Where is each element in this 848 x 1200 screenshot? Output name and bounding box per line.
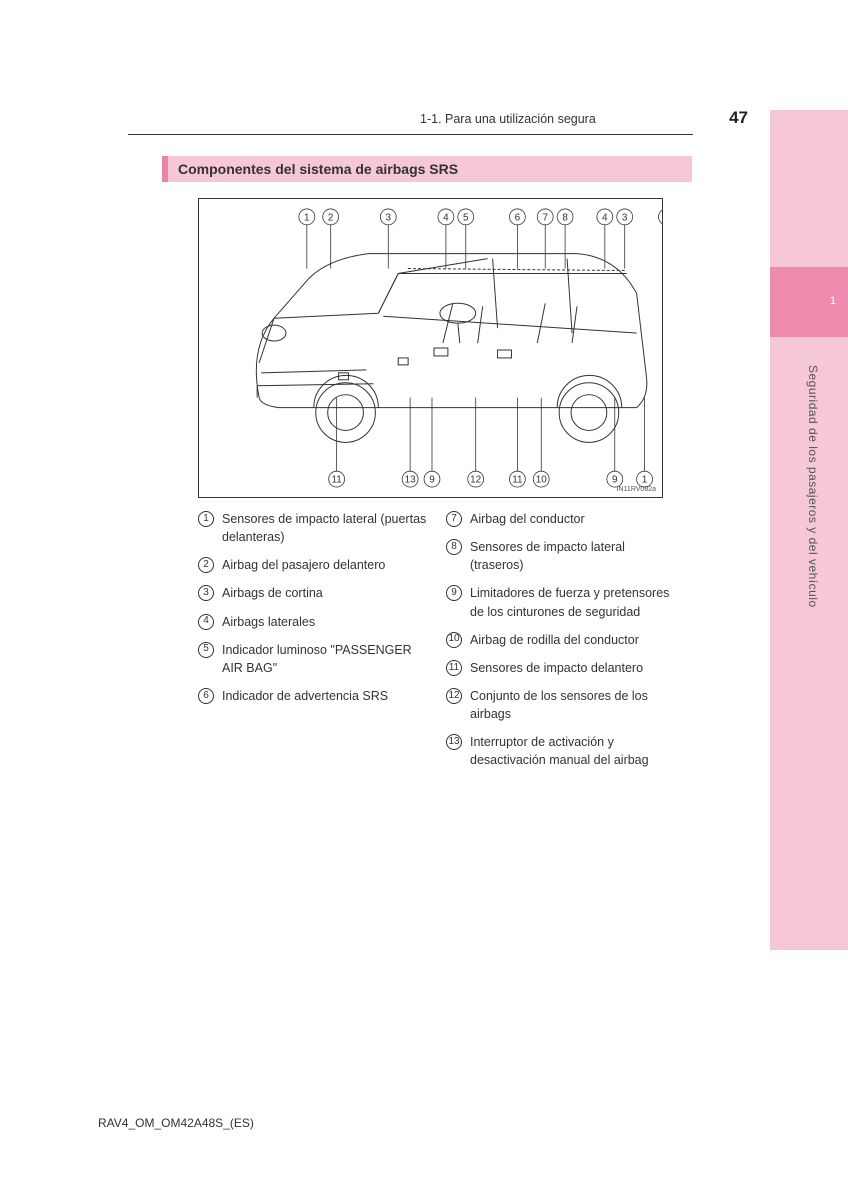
sidebar-chapter-tab (770, 267, 848, 337)
legend-number-icon: 13 (446, 734, 462, 750)
legend-item: 11 Sensores de impacto delantero (446, 659, 676, 677)
svg-text:2: 2 (328, 212, 334, 223)
legend-item: 5 Indicador luminoso "PASSENGER AIR BAG" (198, 641, 428, 677)
legend-text: Airbag del conductor (470, 510, 676, 528)
svg-text:7: 7 (542, 212, 548, 223)
legend-item: 12 Conjunto de los sensores de los airbag… (446, 687, 676, 723)
legend-column-left: 1 Sensores de impacto lateral (puertas de… (198, 510, 428, 779)
chapter-number: 1 (830, 295, 836, 307)
legend-text: Indicador de advertencia SRS (222, 687, 428, 705)
svg-text:12: 12 (470, 475, 482, 486)
legend-container: 1 Sensores de impacto lateral (puertas de… (198, 510, 678, 779)
svg-text:9: 9 (429, 475, 435, 486)
svg-text:11: 11 (512, 475, 523, 486)
diagram-reference-code: IN11RV082a (617, 486, 656, 493)
legend-text: Airbag de rodilla del conductor (470, 631, 676, 649)
legend-number-icon: 12 (446, 688, 462, 704)
svg-text:6: 6 (515, 212, 521, 223)
vehicle-diagram-svg: 12345678438 1113912111091 (199, 199, 662, 497)
legend-item: 13 Interruptor de activación y desactivac… (446, 733, 676, 769)
legend-number-icon: 1 (198, 511, 214, 527)
legend-text: Limitadores de fuerza y pretensores de l… (470, 584, 676, 620)
legend-text: Airbags laterales (222, 613, 428, 631)
legend-number-icon: 7 (446, 511, 462, 527)
svg-text:4: 4 (602, 212, 608, 223)
svg-text:5: 5 (463, 212, 469, 223)
legend-item: 3 Airbags de cortina (198, 584, 428, 602)
legend-column-right: 7 Airbag del conductor 8 Sensores de impact… (446, 510, 676, 779)
svg-text:8: 8 (562, 212, 568, 223)
breadcrumb: 1-1. Para una utilización segura (420, 112, 596, 126)
legend-number-icon: 5 (198, 642, 214, 658)
legend-item: 10 Airbag de rodilla del conductor (446, 631, 676, 649)
legend-item: 2 Airbag del pasajero delantero (198, 556, 428, 574)
section-title: Componentes del sistema de airbags SRS (178, 161, 458, 177)
section-title-accent (162, 156, 168, 182)
legend-number-icon: 10 (446, 632, 462, 648)
legend-item: 7 Airbag del conductor (446, 510, 676, 528)
legend-number-icon: 2 (198, 557, 214, 573)
page-number: 47 (729, 108, 748, 128)
sidebar-vertical-title: Seguridad de los pasajeros y del vehícul… (806, 365, 820, 608)
svg-text:3: 3 (386, 212, 392, 223)
svg-text:13: 13 (405, 475, 417, 486)
svg-text:4: 4 (443, 212, 449, 223)
legend-text: Sensores de impacto delantero (470, 659, 676, 677)
legend-item: 9 Limitadores de fuerza y pretensores de … (446, 584, 676, 620)
svg-text:9: 9 (612, 475, 618, 486)
legend-number-icon: 9 (446, 585, 462, 601)
svg-text:11: 11 (331, 475, 342, 486)
header-divider (128, 134, 693, 135)
legend-text: Conjunto de los sensores de los airbags (470, 687, 676, 723)
svg-text:1: 1 (304, 212, 310, 223)
legend-text: Airbags de cortina (222, 584, 428, 602)
legend-text: Airbag del pasajero delantero (222, 556, 428, 574)
manual-page: 1 Seguridad de los pasajeros y del vehíc… (0, 0, 848, 1200)
legend-text: Sensores de impacto lateral (traseros) (470, 538, 676, 574)
svg-text:3: 3 (622, 212, 628, 223)
svg-text:1: 1 (642, 475, 648, 486)
legend-text: Indicador luminoso "PASSENGER AIR BAG" (222, 641, 428, 677)
legend-number-icon: 8 (446, 539, 462, 555)
legend-item: 6 Indicador de advertencia SRS (198, 687, 428, 705)
airbag-diagram: 12345678438 1113912111091 IN11RV082a (198, 198, 663, 498)
legend-item: 1 Sensores de impacto lateral (puertas de… (198, 510, 428, 546)
legend-number-icon: 3 (198, 585, 214, 601)
legend-text: Sensores de impacto lateral (puertas del… (222, 510, 428, 546)
legend-number-icon: 6 (198, 688, 214, 704)
legend-item: 4 Airbags laterales (198, 613, 428, 631)
svg-text:10: 10 (536, 475, 548, 486)
legend-item: 8 Sensores de impacto lateral (traseros) (446, 538, 676, 574)
legend-number-icon: 11 (446, 660, 462, 676)
legend-number-icon: 4 (198, 614, 214, 630)
footer-document-code: RAV4_OM_OM42A48S_(ES) (98, 1116, 254, 1130)
legend-text: Interruptor de activación y desactivació… (470, 733, 676, 769)
section-title-bar: Componentes del sistema de airbags SRS (162, 156, 692, 182)
